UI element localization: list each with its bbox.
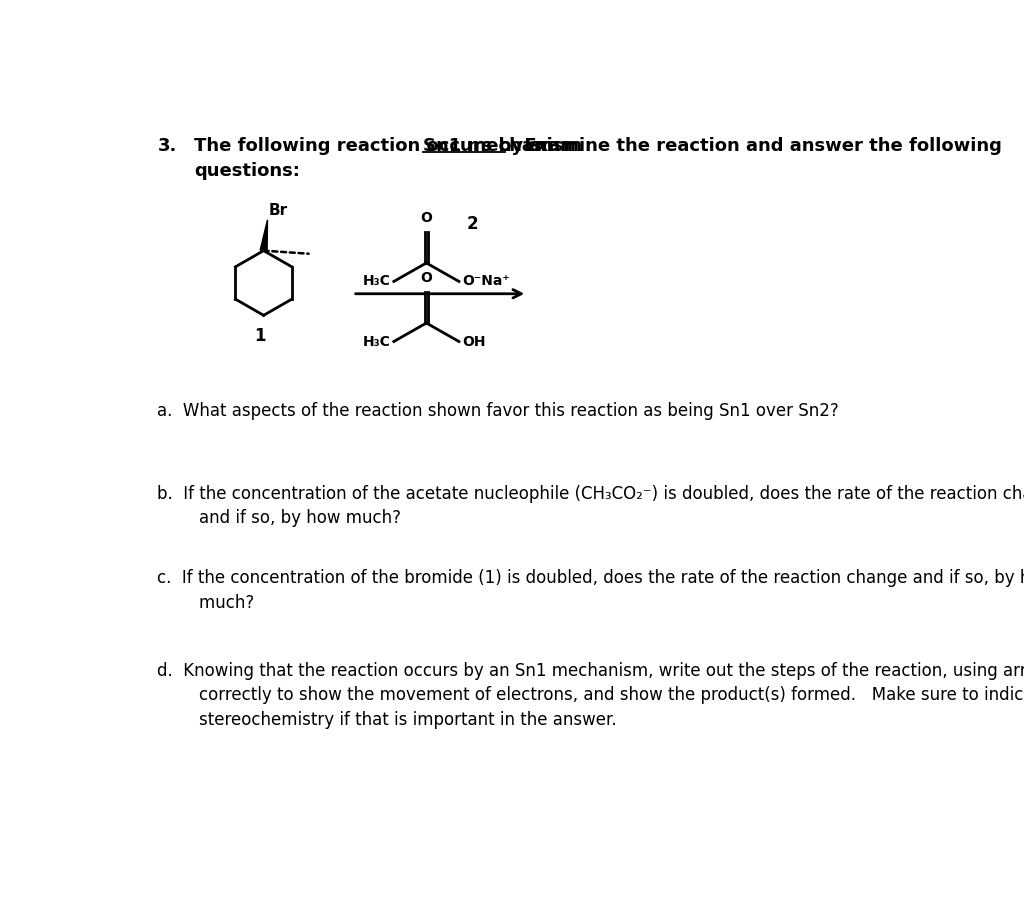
Text: 2: 2 [467, 215, 478, 233]
Text: O: O [421, 271, 432, 285]
Text: stereochemistry if that is important in the answer.: stereochemistry if that is important in … [158, 711, 617, 729]
Text: correctly to show the movement of electrons, and show the product(s) formed.   M: correctly to show the movement of electr… [158, 686, 1024, 705]
Text: d.  Knowing that the reaction occurs by an Sn1 mechanism, write out the steps of: d. Knowing that the reaction occurs by a… [158, 662, 1024, 680]
Text: 3.: 3. [158, 137, 177, 154]
Text: questions:: questions: [194, 163, 300, 180]
Text: .  Examine the reaction and answer the following: . Examine the reaction and answer the fo… [505, 137, 1002, 154]
Text: The following reaction occurs by an: The following reaction occurs by an [194, 137, 560, 154]
Text: and if so, by how much?: and if so, by how much? [158, 509, 401, 528]
Text: H₃C: H₃C [362, 274, 391, 289]
Text: much?: much? [158, 594, 255, 612]
Text: 1: 1 [254, 327, 265, 345]
Text: Sn1 mechanism: Sn1 mechanism [423, 137, 582, 154]
Text: Br: Br [269, 203, 288, 218]
Text: b.  If the concentration of the acetate nucleophile (CH₃CO₂⁻) is doubled, does t: b. If the concentration of the acetate n… [158, 485, 1024, 503]
Text: O: O [421, 212, 432, 225]
Text: H₃C: H₃C [362, 334, 391, 349]
Text: c.  If the concentration of the bromide (1) is doubled, does the rate of the rea: c. If the concentration of the bromide (… [158, 569, 1024, 587]
Polygon shape [260, 220, 267, 252]
Text: a.  What aspects of the reaction shown favor this reaction as being Sn1 over Sn2: a. What aspects of the reaction shown fa… [158, 401, 840, 419]
Text: O⁻Na⁺: O⁻Na⁺ [462, 274, 510, 289]
Text: OH: OH [462, 334, 485, 349]
